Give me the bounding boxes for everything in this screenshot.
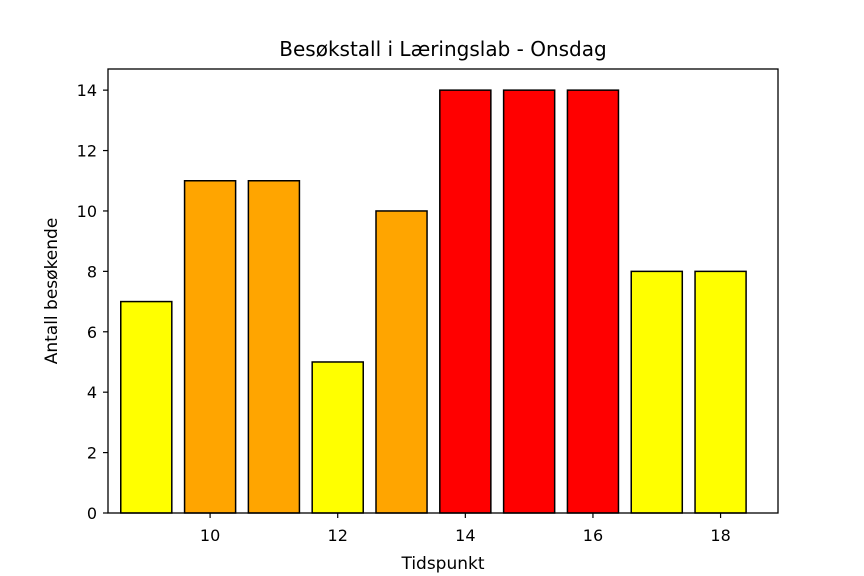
bar-9: [120, 300, 173, 514]
y-tick-label: 2: [87, 444, 97, 463]
bar-12: [311, 361, 364, 514]
x-tick-label: 10: [200, 526, 220, 545]
bar-13: [375, 210, 428, 514]
bar-14: [439, 89, 492, 514]
y-tick-label: 10: [77, 202, 97, 221]
x-tick-label: 14: [455, 526, 475, 545]
y-tick-label: 0: [87, 504, 97, 523]
bar-15: [502, 89, 556, 514]
x-axis: 10 12 14 16 18: [200, 513, 731, 545]
y-tick-label: 14: [77, 81, 97, 100]
x-tick-label: 12: [328, 526, 348, 545]
y-tick-label: 4: [87, 383, 97, 402]
x-axis-label: Tidspunkt: [400, 554, 484, 574]
x-tick-label: 16: [583, 526, 603, 545]
bars-group: [120, 89, 747, 514]
y-tick-label: 12: [77, 142, 97, 161]
bar-10: [183, 180, 237, 514]
y-axis: 0 2 4 6 8 10 12 14: [77, 81, 108, 523]
bar-16: [566, 89, 620, 514]
bar-17: [630, 270, 684, 514]
plot-frame: [107, 68, 779, 514]
bar-18: [694, 270, 747, 514]
y-tick-label: 6: [87, 323, 97, 342]
x-tick-label: 18: [710, 526, 730, 545]
bar-11: [247, 180, 301, 514]
y-tick-label: 8: [87, 262, 97, 281]
chart-title: Besøkstall i Læringslab - Onsdag: [279, 37, 606, 61]
y-axis-label: Antall besøkende: [42, 218, 62, 365]
